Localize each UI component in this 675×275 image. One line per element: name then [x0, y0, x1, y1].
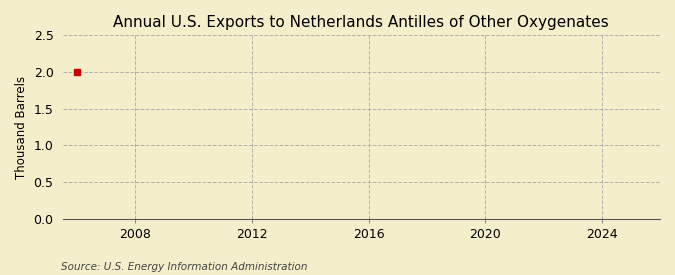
- Title: Annual U.S. Exports to Netherlands Antilles of Other Oxygenates: Annual U.S. Exports to Netherlands Antil…: [113, 15, 609, 30]
- Text: Source: U.S. Energy Information Administration: Source: U.S. Energy Information Administ…: [61, 262, 307, 271]
- Y-axis label: Thousand Barrels: Thousand Barrels: [15, 75, 28, 178]
